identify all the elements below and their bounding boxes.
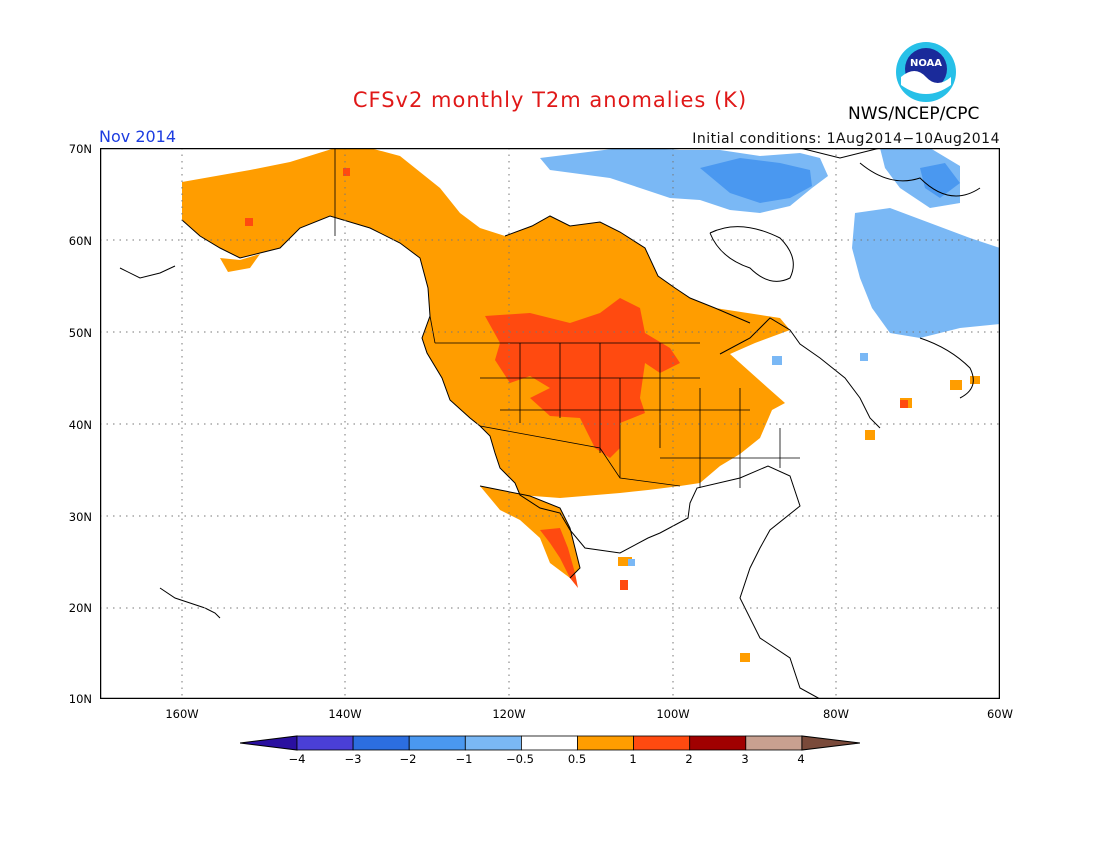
colorbar-swatch (520, 735, 578, 751)
colorbar-swatch (408, 735, 466, 751)
colorbar-label: −0.5 (506, 752, 534, 766)
colorbar-label: −1 (455, 752, 473, 766)
colorbar-swatch (352, 735, 410, 751)
colorbar-label: 4 (797, 752, 805, 766)
colorbar-label: 0.5 (567, 752, 587, 766)
colorbar-swatch (689, 735, 747, 751)
lat-label-60n: 60N (68, 234, 92, 248)
colorbar-swatch (633, 735, 691, 751)
lat-label-40n: 40N (68, 418, 92, 432)
lat-label-50n: 50N (68, 326, 92, 340)
lon-label-100w: 100W (656, 707, 690, 721)
colorbar-swatch (296, 735, 354, 751)
lon-label-80w: 80W (822, 707, 849, 721)
colorbar-swatch (577, 735, 634, 751)
colorbar-label: 3 (741, 752, 749, 766)
initial-conditions: Initial conditions: 1Aug2014−10Aug2014 (692, 131, 1000, 147)
colorbar-swatch (745, 735, 803, 751)
colorbar-label: 2 (685, 752, 693, 766)
agency-label: NWS/NCEP/CPC (848, 104, 980, 124)
lat-label-20n: 20N (68, 601, 92, 615)
lat-label-30n: 30N (68, 510, 92, 524)
noaa-logo-text: NOAA (910, 58, 942, 69)
colorbar-label: −3 (344, 752, 362, 766)
lat-label-70n: 70N (68, 142, 92, 156)
lat-label-10n: 10N (68, 692, 92, 706)
lon-label-60w: 60W (986, 707, 1013, 721)
color-bar (240, 735, 860, 751)
anomaly-map (100, 148, 1000, 699)
forecast-period: Nov 2014 (99, 127, 177, 146)
cool-anomaly-mid-blue (700, 158, 960, 203)
colorbar-swatch (464, 735, 522, 751)
coastlines (119, 148, 981, 699)
graticule (100, 148, 1000, 699)
chart-title: CFSv2 monthly T2m anomalies (K) (352, 88, 748, 112)
lon-label-160w: 160W (165, 707, 199, 721)
colorbar-label: −4 (288, 752, 306, 766)
political-boundaries (334, 148, 800, 488)
colorbar-label: 1 (629, 752, 637, 766)
lon-label-140w: 140W (328, 707, 362, 721)
colorbar-left-arrow (240, 735, 298, 751)
colorbar-label: −2 (399, 752, 417, 766)
lon-label-120w: 120W (492, 707, 526, 721)
colorbar-right-arrow (801, 735, 860, 751)
noaa-logo: NOAA (896, 42, 956, 102)
